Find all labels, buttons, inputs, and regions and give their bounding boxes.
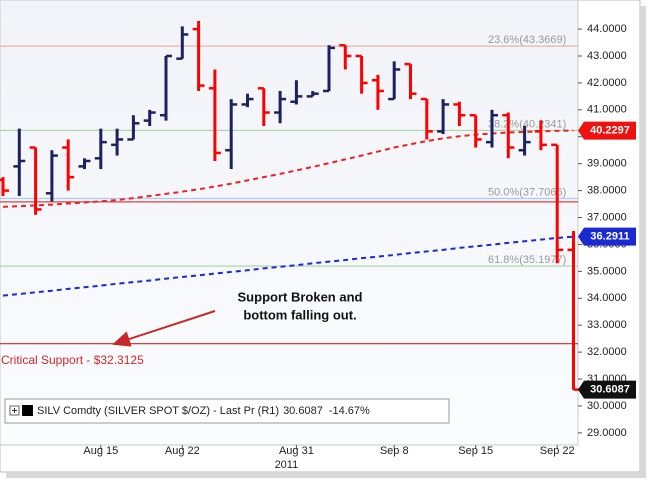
shadow — [6, 472, 646, 478]
last-value-box — [578, 227, 636, 246]
fib-label: 23.6%(43.3669) — [488, 34, 566, 46]
y-tick-label: 32.0000 — [587, 346, 627, 358]
legend-swatch — [22, 405, 33, 416]
y-tick-label: 37.0000 — [587, 211, 627, 223]
y-tick-label: 44.0000 — [587, 23, 627, 35]
y-tick-label: 33.0000 — [587, 319, 627, 331]
y-tick-label: 35.0000 — [587, 265, 627, 277]
legend-name: SILV Comdty (SILVER SPOT $/OZ) - Last Pr… — [37, 405, 279, 417]
y-tick-label: 41.0000 — [587, 104, 627, 116]
x-tick-label: Aug 31 — [279, 445, 314, 457]
x-tick-label: Aug 15 — [83, 445, 118, 457]
y-tick-label: 39.0000 — [587, 158, 627, 170]
fib-label: 61.8%(35.1977) — [488, 254, 566, 266]
last-value-box — [578, 121, 636, 140]
moving-average — [2, 235, 574, 297]
last-value-label: 36.2911 — [590, 231, 629, 243]
x-tick-label: Sep 22 — [540, 445, 575, 457]
y-tick-label: 38.0000 — [587, 185, 627, 197]
fib-label: 50.0%(37.7066) — [488, 186, 566, 198]
axes: Support Broken and bottom falling out. 29.… — [83, 23, 636, 471]
annotation: Support Broken and — [238, 289, 363, 304]
y-tick-label: 42.0000 — [587, 77, 627, 89]
y-tick-label: 34.0000 — [587, 292, 627, 304]
annotation: bottom falling out. — [243, 307, 356, 322]
y-tick-label: 29.0000 — [587, 427, 627, 439]
shadow — [640, 6, 646, 474]
legend-box — [4, 398, 450, 424]
price-bars — [0, 20, 580, 391]
fib-label: 38.2%(40.2341) — [488, 118, 566, 130]
annotation-arrow — [112, 310, 216, 347]
legend-change: -14.67% — [329, 405, 370, 417]
last-value-label: 40.2297 — [590, 124, 630, 136]
x-tick-label: Sep 15 — [458, 445, 493, 457]
moving-average — [2, 129, 574, 208]
x-year-label: 2011 — [275, 459, 299, 471]
moving-averages — [2, 129, 574, 297]
legend-text: SILV Comdty (SILVER SPOT $/OZ) - Last Pr… — [37, 405, 370, 417]
x-tick-label: Aug 22 — [165, 445, 200, 457]
y-tick-label: 30.0000 — [587, 400, 627, 412]
x-tick-label: Sep 8 — [380, 445, 409, 457]
support-label: Critical Support - $32.3125 — [1, 353, 144, 367]
plot-area — [0, 0, 579, 446]
last-value-box — [578, 380, 636, 399]
last-value-label: 30.6087 — [590, 383, 630, 395]
y-tick-label: 43.0000 — [587, 50, 627, 62]
legend-last: 30.6087 — [283, 405, 323, 417]
reference-lines: 23.6%(43.3669) 38.2%(40.2341) 50.0%(37.706… — [0, 34, 578, 367]
